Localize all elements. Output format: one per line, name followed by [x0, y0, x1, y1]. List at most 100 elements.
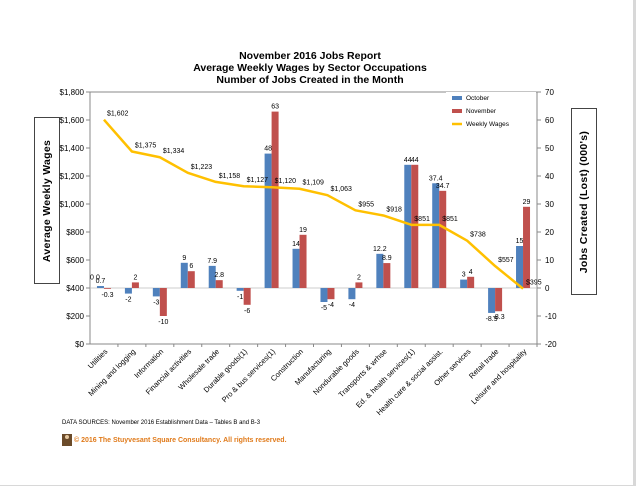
chart-titles: November 2016 Jobs Report Average Weekly…	[90, 50, 530, 86]
x-category-label: Pro & bus services(1)	[220, 347, 277, 404]
wage-data-label: $955	[358, 201, 374, 208]
bar-november	[103, 288, 111, 289]
bar-data-label: 29	[523, 199, 531, 206]
right-tick-label: -20	[545, 340, 557, 349]
bar-october	[264, 153, 272, 288]
bar-october	[236, 288, 244, 291]
right-tick-label: 40	[545, 172, 554, 181]
bar-data-label: -4	[349, 302, 355, 309]
left-tick-label: $1,800	[60, 88, 85, 97]
legend-swatch-november	[452, 109, 462, 113]
bar-october	[376, 253, 384, 288]
bar-data-label: 6	[189, 263, 193, 270]
wage-data-label: $395	[526, 280, 542, 287]
bar-october	[488, 288, 496, 313]
bar-data-label: 2.8	[214, 272, 224, 279]
bar-october	[292, 248, 300, 288]
bar-data-label: -3	[153, 299, 159, 306]
left-tick-label: $1,000	[60, 200, 85, 209]
bar-november	[495, 288, 503, 312]
x-category-label: Utilities	[86, 347, 110, 371]
bar-october	[180, 262, 188, 288]
extra-label: 0	[96, 275, 100, 282]
bar-data-label: 0.7	[96, 278, 106, 285]
bar-october	[152, 288, 160, 297]
bar-data-label: -0.3	[101, 292, 113, 299]
right-tick-label: 50	[545, 144, 554, 153]
bar-october	[96, 286, 104, 288]
bar-data-label: -4	[328, 302, 334, 309]
bar-october	[348, 288, 356, 300]
left-tick-label: $800	[66, 228, 84, 237]
wage-data-label: $1,158	[219, 173, 241, 180]
bar-data-label: -5	[321, 305, 327, 312]
bar-october	[208, 265, 216, 288]
legend-label-october: October	[466, 95, 490, 102]
left-tick-label: $1,600	[60, 116, 85, 125]
extra-label: 0	[90, 275, 94, 282]
bar-data-label: 44	[411, 157, 419, 164]
left-axis-title-box: Average Weekly Wages	[34, 117, 60, 284]
bar-data-label: -8.3	[493, 314, 505, 321]
right-tick-label: 30	[545, 200, 554, 209]
bar-november	[243, 288, 251, 305]
bar-november	[187, 271, 195, 288]
wage-data-label: $918	[386, 206, 402, 213]
bar-data-label: 48	[264, 146, 272, 153]
chart-title: November 2016 Jobs Report	[239, 50, 381, 62]
bar-october	[404, 164, 412, 288]
bar-october	[460, 279, 468, 288]
bar-data-label: 3	[462, 272, 466, 279]
left-tick-label: $1,400	[60, 144, 85, 153]
bar-october	[320, 288, 328, 302]
company-logo	[62, 434, 72, 446]
bar-october	[516, 246, 524, 288]
right-axis-title-box: Jobs Created (Lost) (000's)	[571, 108, 597, 295]
bar-november	[439, 190, 447, 288]
bar-data-label: 2	[357, 274, 361, 281]
wage-data-label: $1,602	[107, 111, 129, 118]
left-tick-label: $400	[66, 284, 84, 293]
bar-data-label: 14	[292, 241, 300, 248]
bar-november	[411, 164, 419, 288]
left-tick-label: $1,200	[60, 172, 85, 181]
wage-data-label: $851	[442, 216, 458, 223]
copyright-text: © 2016 The Stuyvesant Square Consultancy…	[74, 437, 287, 444]
bar-october	[432, 183, 440, 288]
bar-data-label: -6	[244, 308, 250, 315]
left-tick-label: $0	[75, 340, 84, 349]
bar-data-label: 8.9	[382, 255, 392, 262]
wage-data-label: $1,223	[191, 164, 213, 171]
wage-data-label: $1,120	[275, 178, 297, 185]
bar-data-label: 9	[182, 255, 186, 262]
legend-label-november: November	[466, 108, 497, 115]
data-sources: DATA SOURCES: November 2016 Establishmen…	[62, 420, 261, 426]
bar-data-label: 4	[469, 269, 473, 276]
left-tick-label: $200	[66, 312, 84, 321]
bar-november	[131, 282, 139, 288]
bar-data-label: 63	[271, 104, 279, 111]
bar-november	[159, 288, 167, 316]
bar-data-label: 19	[299, 227, 307, 234]
bar-data-label: -1	[237, 294, 243, 301]
right-tick-label: 60	[545, 116, 554, 125]
bar-data-label: -8.9	[486, 316, 498, 323]
wage-data-label: $1,063	[330, 186, 352, 193]
bar-november	[215, 280, 223, 288]
bar-data-label: 12.2	[373, 246, 387, 253]
bar-data-label: 15	[516, 238, 524, 245]
wage-data-label: $1,127	[247, 177, 269, 184]
bar-november	[299, 234, 307, 288]
x-category-label: Transports & wrhse	[337, 347, 389, 399]
right-tick-label: -10	[545, 312, 557, 321]
bar-data-label: -2	[125, 297, 131, 304]
right-tick-label: 70	[545, 88, 554, 97]
bar-data-label: 34.7	[436, 183, 450, 190]
wage-data-label: $1,334	[163, 148, 185, 155]
bar-november	[383, 263, 391, 288]
wage-data-label: $1,109	[303, 180, 325, 187]
wage-data-label: $557	[498, 257, 514, 264]
right-tick-label: 10	[545, 256, 554, 265]
left-tick-label: $600	[66, 256, 84, 265]
